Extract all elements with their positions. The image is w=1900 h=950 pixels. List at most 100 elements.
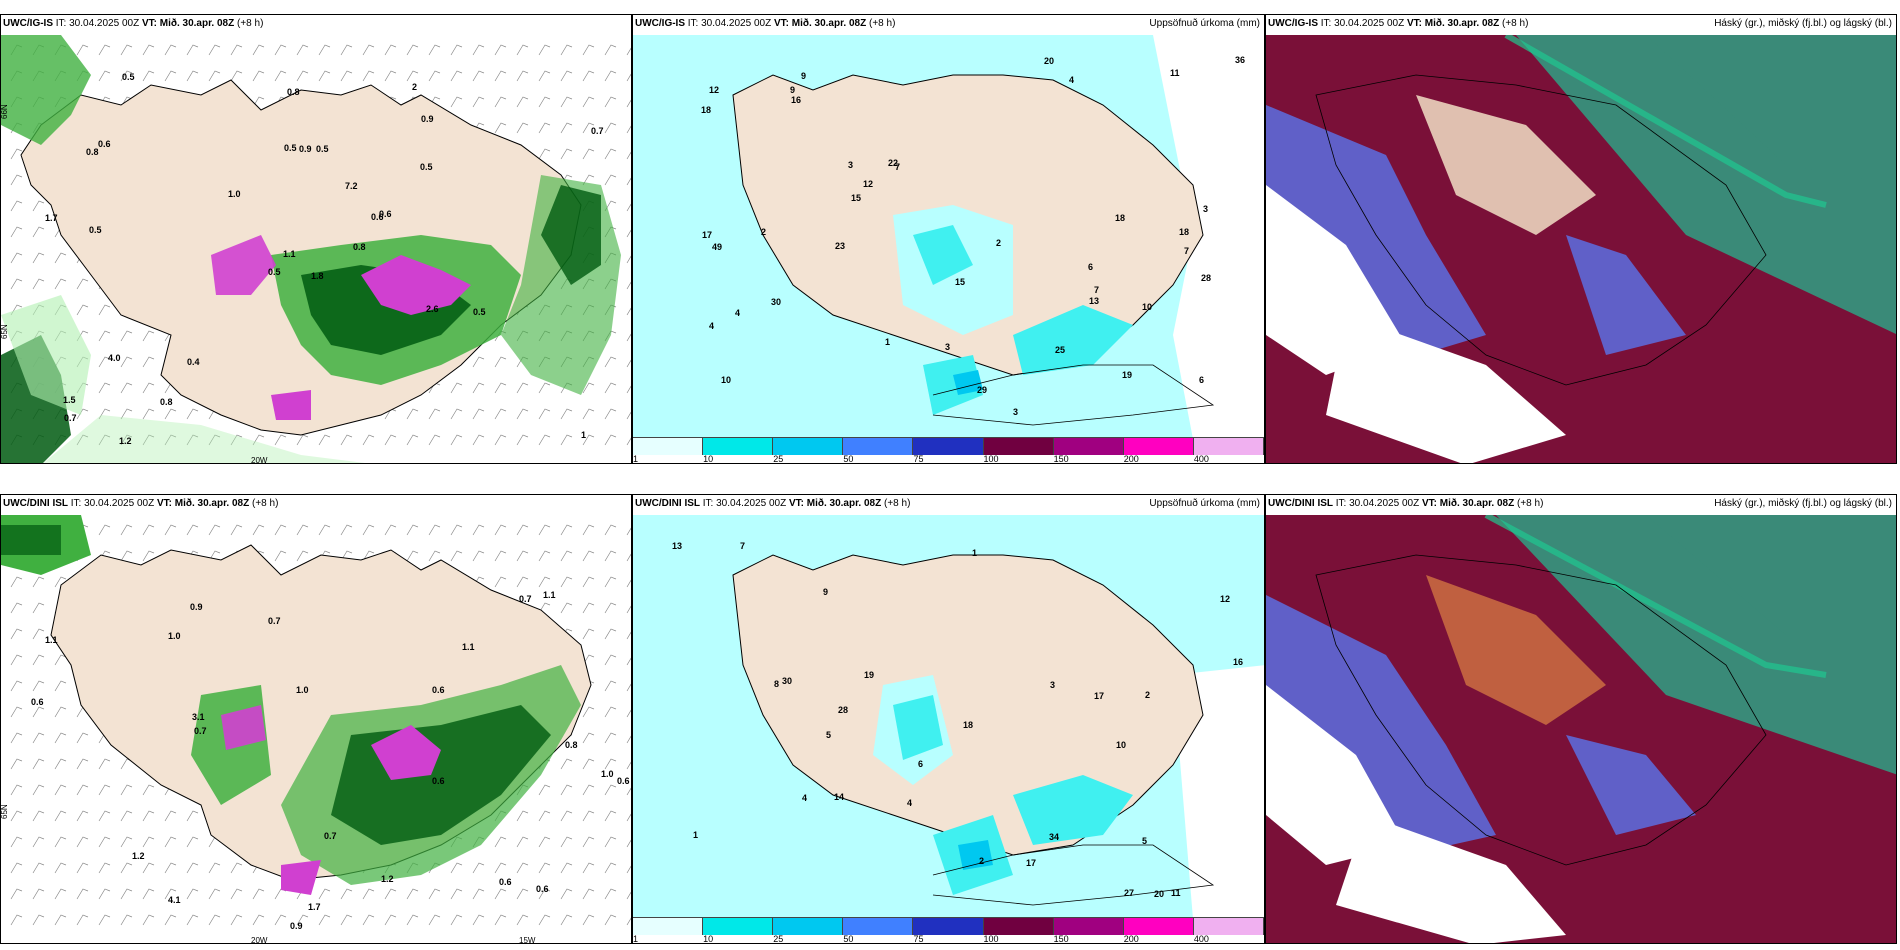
wind-barb — [538, 148, 551, 160]
value-label: 4.1 — [168, 895, 181, 905]
wind-barb — [98, 356, 111, 368]
wind-barb — [164, 862, 177, 874]
wind-barb — [32, 654, 45, 666]
wind-barb — [406, 70, 419, 82]
wind-barb — [604, 836, 617, 848]
wind-barb — [10, 628, 23, 640]
value-label: 16 — [1233, 657, 1243, 667]
wind-barb — [252, 44, 265, 56]
value-label: 12 — [709, 85, 719, 95]
wind-barb — [384, 524, 397, 536]
wind-barb — [516, 70, 529, 82]
wind-barb — [406, 524, 419, 536]
wind-barb — [582, 706, 595, 718]
value-label: 0.8 — [353, 242, 366, 252]
colorbar-tick: 25 — [773, 934, 784, 944]
wind-barb — [472, 914, 485, 926]
value-label: 7.2 — [345, 181, 358, 191]
wind-barb — [54, 706, 67, 718]
value-label: 2 — [761, 227, 766, 237]
wind-barb — [142, 862, 155, 874]
colorbar-tick: 25 — [773, 454, 784, 464]
wind-barb — [604, 732, 617, 744]
wind-barb — [582, 96, 595, 108]
value-label: 9 — [790, 85, 795, 95]
wind-barb — [450, 524, 463, 536]
value-label: 1.0 — [296, 685, 309, 695]
wind-barb — [164, 888, 177, 900]
wind-barb — [10, 784, 23, 796]
value-label: 9 — [823, 587, 828, 597]
wind-barb — [560, 810, 573, 822]
wind-barb — [604, 148, 617, 160]
wind-barb — [10, 576, 23, 588]
wind-barb — [98, 524, 111, 536]
value-label: 7 — [895, 162, 900, 172]
wind-barb — [494, 122, 507, 134]
wind-barb — [230, 888, 243, 900]
wind-barb — [406, 914, 419, 926]
wind-barb — [252, 434, 265, 446]
value-label: 0.6 — [432, 685, 445, 695]
value-label: 3 — [848, 160, 853, 170]
value-label: 1.8 — [311, 271, 324, 281]
wind-barb — [296, 70, 309, 82]
wind-barb — [10, 888, 23, 900]
wind-barb — [10, 278, 23, 290]
value-label: 10 — [1116, 740, 1126, 750]
wind-barb — [604, 784, 617, 796]
wind-barb — [538, 576, 551, 588]
wind-barb — [186, 862, 199, 874]
wind-barb — [582, 550, 595, 562]
wind-barb — [10, 836, 23, 848]
wind-barb — [32, 278, 45, 290]
colorbar-tick: 10 — [703, 934, 714, 944]
value-label: 0.7 — [194, 726, 207, 736]
wind-barb — [186, 888, 199, 900]
wind-barb — [582, 382, 595, 394]
wind-barb — [538, 122, 551, 134]
wind-barb — [604, 680, 617, 692]
wind-barb — [296, 914, 309, 926]
value-label: 5 — [1142, 836, 1147, 846]
value-label: 0.6 — [31, 697, 44, 707]
wind-barb — [318, 44, 331, 56]
value-label: 0.6 — [98, 139, 111, 149]
colorbar-swatch — [983, 437, 1054, 455]
wind-barb — [494, 44, 507, 56]
wind-barb — [604, 122, 617, 134]
wind-barb — [142, 810, 155, 822]
wind-barb — [32, 732, 45, 744]
value-label: 1.5 — [63, 395, 76, 405]
colorbar-tick: 10 — [703, 454, 714, 464]
wind-barb — [582, 914, 595, 926]
wind-barb — [318, 888, 331, 900]
wind-barb — [164, 810, 177, 822]
wind-barb — [142, 44, 155, 56]
value-label: 0.9 — [421, 114, 434, 124]
wind-barb — [560, 758, 573, 770]
wind-barb — [626, 177, 631, 186]
wind-barb — [10, 862, 23, 874]
colorbar-tick: 150 — [1053, 934, 1069, 944]
wind-barb — [472, 70, 485, 82]
panel-field-title: Uppsöfnuð úrkoma (mm) — [1149, 18, 1260, 29]
value-label: 30 — [782, 676, 792, 686]
value-label: 15 — [955, 277, 965, 287]
wind-barb — [98, 862, 111, 874]
wind-barb — [626, 709, 631, 718]
value-label: 27 — [1124, 888, 1134, 898]
colorbar-tick: 200 — [1123, 454, 1139, 464]
wind-barb — [516, 550, 529, 562]
wind-barb — [626, 73, 631, 82]
wind-barb — [10, 654, 23, 666]
value-label: 18 — [701, 105, 711, 115]
wind-barb — [626, 917, 631, 926]
panel-wind-precip-dini: UWC/DINI ISL IT: 30.04.2025 00Z VT: Mið.… — [0, 494, 632, 944]
wind-barb — [32, 680, 45, 692]
colorbar-swatch — [773, 437, 844, 455]
wind-barb — [406, 44, 419, 56]
value-label: 13 — [672, 541, 682, 551]
wind-barb — [340, 70, 353, 82]
value-label: 0.8 — [287, 87, 300, 97]
